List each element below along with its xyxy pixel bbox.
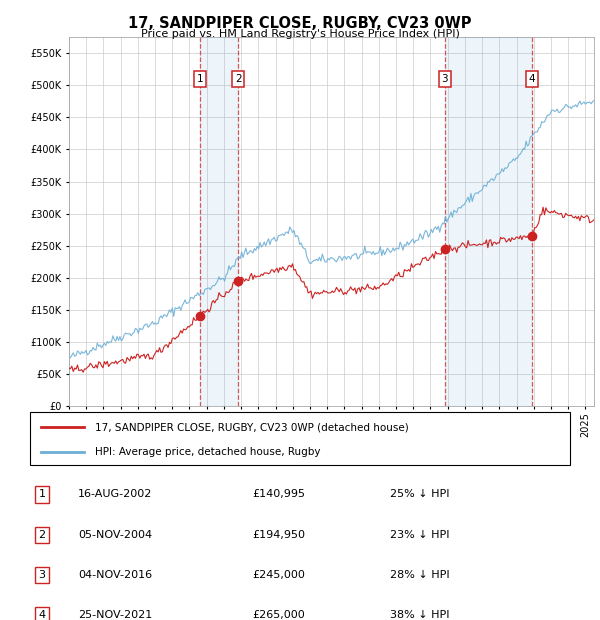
Text: £140,995: £140,995 [252,489,305,500]
Text: 3: 3 [442,74,448,84]
Text: 25% ↓ HPI: 25% ↓ HPI [390,489,449,500]
Text: 2: 2 [235,74,242,84]
Text: 4: 4 [38,610,46,620]
Text: 17, SANDPIPER CLOSE, RUGBY, CV23 0WP: 17, SANDPIPER CLOSE, RUGBY, CV23 0WP [128,16,472,30]
Bar [445,37,532,406]
Text: 2: 2 [38,529,46,540]
FancyBboxPatch shape [30,412,570,465]
Text: £194,950: £194,950 [252,529,305,540]
Text: 1: 1 [38,489,46,500]
Text: 1: 1 [197,74,203,84]
Text: £265,000: £265,000 [252,610,305,620]
Text: 38% ↓ HPI: 38% ↓ HPI [390,610,449,620]
Text: 04-NOV-2016: 04-NOV-2016 [78,570,152,580]
Text: 3: 3 [38,570,46,580]
Bar [200,37,238,406]
Text: 05-NOV-2004: 05-NOV-2004 [78,529,152,540]
Text: 25-NOV-2021: 25-NOV-2021 [78,610,152,620]
Text: £245,000: £245,000 [252,570,305,580]
Text: 28% ↓ HPI: 28% ↓ HPI [390,570,449,580]
Text: HPI: Average price, detached house, Rugby: HPI: Average price, detached house, Rugb… [95,447,320,457]
Text: 16-AUG-2002: 16-AUG-2002 [78,489,152,500]
Text: 23% ↓ HPI: 23% ↓ HPI [390,529,449,540]
Text: 17, SANDPIPER CLOSE, RUGBY, CV23 0WP (detached house): 17, SANDPIPER CLOSE, RUGBY, CV23 0WP (de… [95,422,409,432]
Text: 4: 4 [529,74,535,84]
Text: Price paid vs. HM Land Registry's House Price Index (HPI): Price paid vs. HM Land Registry's House … [140,29,460,39]
